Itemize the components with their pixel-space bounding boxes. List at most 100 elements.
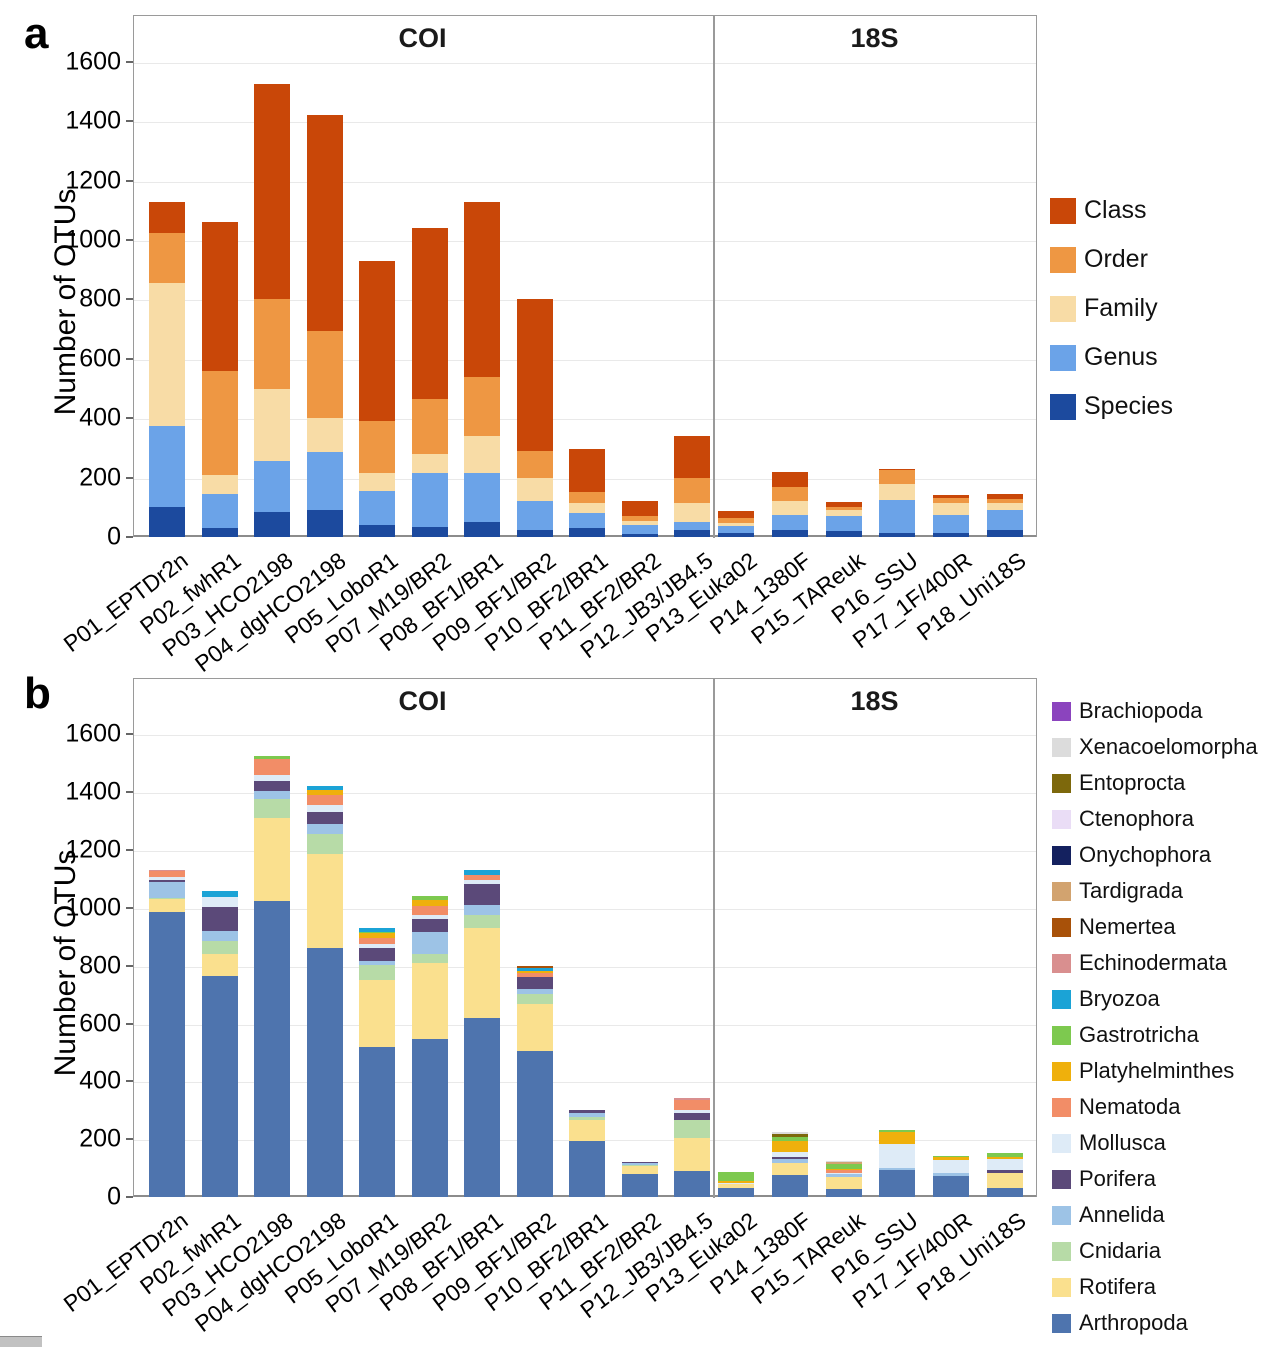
bar-segment-mollusca bbox=[411, 915, 448, 919]
bar-segment-porifera bbox=[411, 918, 448, 932]
legend-item-nemertea: Nemertea bbox=[1052, 914, 1258, 940]
bar-segment-rotifera bbox=[771, 1163, 808, 1176]
bar-segment-order bbox=[516, 450, 553, 478]
y-tick-mark bbox=[126, 1022, 133, 1025]
bar-segment-arthropoda bbox=[718, 1188, 754, 1197]
gridline-1600 bbox=[134, 735, 1036, 737]
bar-segment-mollusca bbox=[879, 1143, 916, 1168]
y-tick-label: 400 bbox=[79, 1066, 121, 1095]
bar-segment-order bbox=[306, 330, 343, 419]
bar-segment-platyhelminthes bbox=[306, 790, 343, 795]
legend-swatch-porifera bbox=[1052, 1169, 1071, 1189]
x-tick-label: P14_1380F bbox=[704, 547, 816, 640]
legend-label: Annelida bbox=[1079, 1202, 1165, 1227]
bar-segment-genus bbox=[569, 512, 605, 529]
legend-label: Platyhelminthes bbox=[1079, 1058, 1235, 1083]
plot-area-a bbox=[133, 15, 1037, 538]
x-tick-label: P12_JB3/JB4.5 bbox=[575, 1207, 718, 1324]
bar-segment-class bbox=[621, 501, 658, 517]
bar-segment-cnidaria bbox=[516, 993, 553, 1005]
bar-segment-platyhelminthes bbox=[516, 970, 553, 974]
y-tick-label: 800 bbox=[79, 284, 121, 313]
bar-segment-cnidaria bbox=[201, 940, 238, 954]
bar-segment-species bbox=[621, 534, 658, 537]
bar-segment-species bbox=[411, 526, 448, 537]
bar-segment-family bbox=[149, 283, 185, 426]
legend-label: Xenacoelomorpha bbox=[1079, 734, 1258, 759]
stacked-bar-P11_BF2/BR2 bbox=[621, 1162, 658, 1197]
legend-swatch-xenacoelomorpha bbox=[1052, 737, 1071, 757]
legend-label: Bryozoa bbox=[1079, 986, 1160, 1011]
bar-segment-annelida bbox=[464, 904, 500, 916]
bar-segment-species bbox=[879, 533, 916, 537]
y-tick-mark bbox=[126, 964, 133, 967]
bar-segment-family bbox=[359, 473, 395, 491]
x-tick-label: P18_Uni18S bbox=[911, 1207, 1031, 1306]
stacked-bar-P12_JB3/JB4.5 bbox=[674, 436, 710, 537]
bar-segment-genus bbox=[464, 473, 500, 523]
legend-label: Gastrotricha bbox=[1079, 1022, 1199, 1047]
y-axis-title: Number of OTUs bbox=[49, 850, 82, 1077]
y-tick-mark bbox=[126, 906, 133, 909]
bar-segment-family bbox=[987, 503, 1023, 510]
bar-segment-genus bbox=[254, 461, 290, 512]
bar-segment-order bbox=[825, 507, 862, 511]
bar-segment-class bbox=[933, 494, 970, 499]
bar-segment-echinodermata bbox=[674, 1097, 710, 1101]
legend-item-class: Class bbox=[1050, 196, 1173, 225]
plot-area-b bbox=[133, 678, 1037, 1198]
coi-18s-divider bbox=[713, 16, 715, 538]
legend-label: Onychophora bbox=[1079, 842, 1212, 867]
bar-segment-order bbox=[359, 421, 395, 474]
stacked-bar-P07_M19/BR2 bbox=[411, 896, 448, 1197]
bar-segment-mollusca bbox=[254, 774, 290, 781]
stacked-bar-P15_TAReuk bbox=[825, 1160, 862, 1197]
bar-segment-family bbox=[621, 520, 658, 526]
gridline-1600 bbox=[134, 62, 1036, 64]
bar-segment-genus bbox=[201, 493, 238, 529]
y-tick-label: 600 bbox=[79, 1009, 121, 1038]
bar-segment-platyhelminthes bbox=[987, 1157, 1023, 1160]
bar-segment-order bbox=[411, 398, 448, 454]
bar-segment-genus bbox=[879, 499, 916, 534]
stacked-bar-P01_EPTDr2n bbox=[149, 201, 185, 537]
bar-segment-echinodermata bbox=[149, 870, 185, 872]
bar-segment-platyhelminthes bbox=[825, 1168, 862, 1171]
x-tick-label: P08_BF1/BR1 bbox=[374, 1207, 508, 1317]
x-axis-line bbox=[134, 1195, 1036, 1197]
gridline-600 bbox=[134, 359, 1036, 361]
bar-segment-order bbox=[569, 492, 605, 504]
x-tick-label: P02_fwhR1 bbox=[134, 1207, 246, 1300]
bar-segment-mollusca bbox=[825, 1172, 862, 1175]
gridline-800 bbox=[134, 966, 1036, 968]
gridline-200 bbox=[134, 1140, 1036, 1142]
legend-swatch-cnidaria bbox=[1052, 1241, 1071, 1261]
legend-swatch-genus bbox=[1050, 344, 1076, 371]
bar-segment-cnidaria bbox=[674, 1119, 710, 1138]
bar-segment-arthropoda bbox=[771, 1175, 808, 1197]
bar-segment-annelida bbox=[621, 1163, 658, 1165]
x-tick-label: P04_dgHCO2198 bbox=[189, 547, 351, 678]
legend-swatch-bryozoa bbox=[1052, 989, 1071, 1009]
bar-segment-annelida bbox=[411, 931, 448, 955]
bar-segment-class bbox=[825, 501, 862, 508]
x-tick-label: P12_JB3/JB4.5 bbox=[575, 547, 718, 664]
y-tick-mark bbox=[126, 733, 133, 736]
legend-item-genus: Genus bbox=[1050, 343, 1173, 372]
y-tick-label: 1600 bbox=[65, 719, 121, 748]
bar-segment-family bbox=[771, 501, 808, 515]
bar-segment-family bbox=[464, 436, 500, 474]
legend-swatch-gastrotricha bbox=[1052, 1025, 1071, 1045]
x-tick-label: P07_M19/BR2 bbox=[320, 1207, 456, 1318]
bar-segment-species bbox=[718, 532, 754, 537]
stacked-bar-P02_fwhR1 bbox=[201, 222, 238, 537]
legend-item-brachiopoda: Brachiopoda bbox=[1052, 698, 1258, 724]
y-tick-mark bbox=[126, 1196, 133, 1198]
bar-segment-rotifera bbox=[464, 928, 500, 1018]
bar-segment-genus bbox=[771, 514, 808, 530]
x-tick-label: P17_1F/400R bbox=[847, 1207, 977, 1314]
stacked-bar-P05_LoboR1 bbox=[359, 928, 395, 1197]
bar-segment-annelida bbox=[771, 1159, 808, 1164]
